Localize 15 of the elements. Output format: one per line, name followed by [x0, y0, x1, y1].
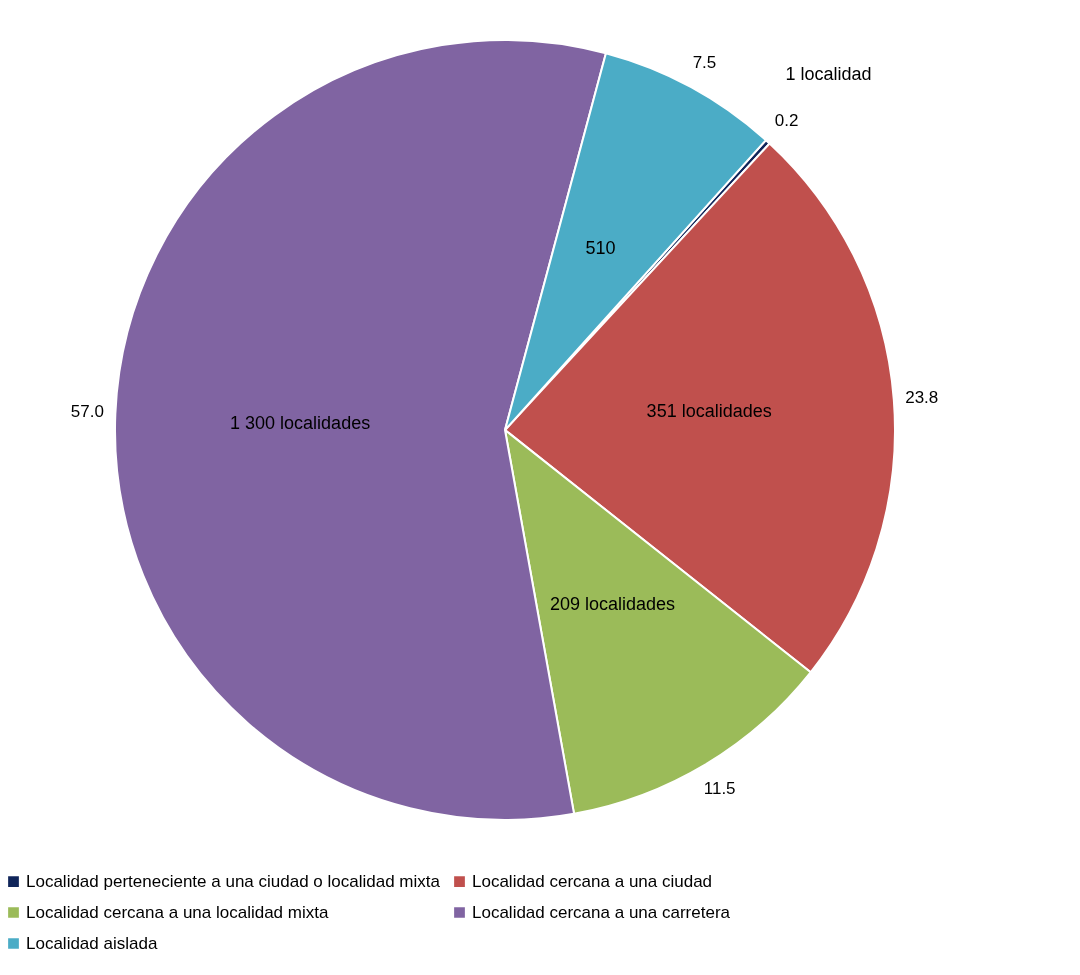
- data-label: 7.5: [692, 52, 717, 72]
- text: 209 localidades: [549, 593, 676, 614]
- text: 1 300 localidades: [230, 412, 371, 433]
- legend-label: Localidad cercana a una carretera: [472, 902, 731, 922]
- text: 351 localidades: [646, 400, 772, 421]
- legend-label: Localidad cercana a una ciudad: [472, 871, 713, 891]
- legend-label: Localidad cercana a una localidad mixta: [26, 902, 329, 922]
- data-label: 11.5: [703, 778, 736, 798]
- data-label: 23.8: [905, 387, 939, 407]
- data-label: 57.0: [70, 402, 104, 422]
- text: 510: [585, 237, 616, 258]
- text: 1 localidad: [785, 64, 872, 85]
- legend-label: Localidad perteneciente a una ciudad o localidad mixta: [26, 871, 441, 891]
- legend-label: Localidad aislada: [26, 933, 158, 953]
- data-label: 0.2: [774, 111, 799, 131]
